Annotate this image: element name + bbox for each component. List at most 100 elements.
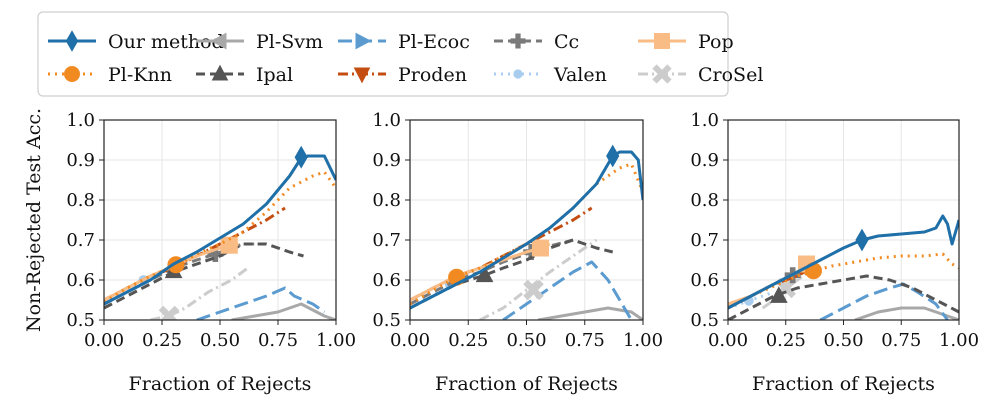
- legend-marker-proden: [353, 67, 371, 84]
- legend-label-ours: Our method: [108, 31, 224, 53]
- x-axis-label: Fraction of Rejects: [435, 373, 618, 395]
- legend-entry-cc: Cc: [494, 31, 579, 53]
- series-group: [410, 144, 643, 320]
- x-tick-label: 0.00: [390, 330, 430, 351]
- y-tick-label: 1.0: [372, 110, 401, 131]
- series-line-plecoc: [819, 282, 949, 320]
- legend-label-plecoc: Pl-Ecoc: [398, 31, 470, 53]
- legend-label-proden: Proden: [398, 64, 467, 86]
- series-line-ours: [104, 154, 336, 306]
- series-marker-cc: [207, 246, 224, 262]
- y-tick-label: 0.7: [372, 230, 401, 251]
- y-tick-label: 0.6: [66, 270, 95, 291]
- legend-entry-ours: Our method: [48, 30, 224, 53]
- legend-marker-plsvm: [210, 32, 227, 50]
- legend-marker-pop: [654, 33, 670, 49]
- legend: Our method Pl-Knn Pl-Svm Ipal Pl-Ecoc Proden C…: [37, 11, 763, 97]
- y-tick-label: 0.5: [690, 310, 719, 331]
- panel-2: 0.00 0.25 0.50 0.75 1.00 0.5 0.6 0.7 0.8 0.9 1.0 Fr…: [372, 110, 663, 395]
- x-tick-label: 0.25: [142, 330, 182, 351]
- legend-entry-plecoc: Pl-Ecoc: [338, 31, 470, 53]
- series-line-ipal: [410, 238, 614, 310]
- series-marker-crosel-stroke-b: [523, 279, 544, 301]
- y-tick-label: 0.7: [66, 230, 95, 251]
- series-line-plecoc: [502, 260, 633, 320]
- series-line-ipal: [728, 274, 959, 320]
- y-tick-label: 0.8: [372, 190, 401, 211]
- y-tick-label: 1.0: [66, 110, 95, 131]
- y-tick-label: 0.8: [690, 190, 719, 211]
- x-tick-label: 0.75: [881, 330, 921, 351]
- y-tick-label: 0.7: [690, 230, 719, 251]
- x-tick-label: 0.50: [506, 330, 546, 351]
- y-axis-label: Non-Rejected Test Acc.: [23, 108, 45, 332]
- series-line-plknn: [728, 252, 959, 310]
- legend-marker-plecoc: [355, 32, 372, 50]
- x-tick-label: 1.00: [623, 330, 663, 351]
- x-tick-label: 0.00: [84, 330, 124, 351]
- x-tick-label: 0.75: [565, 330, 605, 351]
- panels: 0.00 0.25 0.50 0.75 1.00 0.5 0.6 0.7 0.8 0.9 1.0 Fr…: [66, 110, 979, 395]
- series-line-proden: [728, 266, 812, 310]
- x-tick-label: 0.50: [200, 330, 240, 351]
- series-marker-ours: [294, 145, 308, 169]
- y-tick-label: 0.8: [66, 190, 95, 211]
- series-line-crosel: [479, 238, 598, 320]
- legend-marker-crosel: [652, 64, 672, 84]
- legend-entry-plsvm: Pl-Svm: [196, 31, 323, 53]
- series-marker-crosel: [158, 305, 180, 320]
- series-marker-pop: [220, 236, 238, 254]
- legend-label-plsvm: Pl-Svm: [256, 31, 323, 53]
- panel-3: 0.00 0.25 0.50 0.75 1.00 0.5 0.6 0.7 0.8 0.9 1.0 Fr…: [690, 110, 979, 395]
- legend-label-ipal: Ipal: [256, 64, 293, 86]
- series-marker-ipal: [769, 286, 788, 303]
- y-tick-label: 0.6: [372, 270, 401, 291]
- x-tick-label: 0.25: [448, 330, 488, 351]
- legend-marker-ipal: [211, 64, 229, 81]
- legend-entry-valen: Valen: [494, 64, 607, 86]
- series-marker-crosel-stroke-b: [160, 305, 180, 320]
- legend-label-plknn: Pl-Knn: [108, 64, 172, 86]
- series-line-plsvm: [854, 306, 959, 320]
- x-tick-label: 0.00: [708, 330, 748, 351]
- legend-entry-pop: Pop: [638, 31, 734, 53]
- legend-entry-proden: Proden: [338, 64, 467, 86]
- legend-marker-crosel-stroke-b: [652, 64, 672, 84]
- x-tick-label: 1.00: [316, 330, 356, 351]
- series-marker-crosel: [523, 279, 544, 301]
- series-line-ours: [410, 150, 643, 310]
- series-group: [104, 145, 336, 320]
- series-line-plecoc: [196, 286, 326, 320]
- legend-marker-ours: [65, 30, 79, 52]
- y-tick-label: 0.6: [690, 270, 719, 291]
- y-tick-label: 0.9: [372, 150, 401, 171]
- legend-marker-plknn: [64, 66, 80, 82]
- series-line-ours: [728, 214, 959, 310]
- series-marker-pop: [531, 239, 549, 257]
- y-tick-label: 0.9: [690, 150, 719, 171]
- legend-marker-cc: [510, 33, 526, 49]
- panel-1: 0.00 0.25 0.50 0.75 1.00 0.5 0.6 0.7 0.8 0.9 1.0 Fr…: [66, 110, 356, 395]
- y-tick-label: 1.0: [690, 110, 719, 131]
- legend-entry-plknn: Pl-Knn: [48, 64, 172, 86]
- series-line-plsvm: [231, 302, 336, 320]
- y-tick-label: 0.5: [66, 310, 95, 331]
- series-marker-ipal: [475, 265, 494, 283]
- y-tick-label: 0.9: [66, 150, 95, 171]
- legend-entry-crosel: CroSel: [638, 64, 763, 86]
- x-tick-label: 0.50: [823, 330, 863, 351]
- y-tick-label: 0.5: [372, 310, 401, 331]
- legend-label-valen: Valen: [553, 64, 607, 86]
- legend-label-cc: Cc: [554, 31, 579, 53]
- x-tick-label: 0.75: [258, 330, 298, 351]
- legend-label-pop: Pop: [698, 31, 734, 53]
- x-axis-label: Fraction of Rejects: [129, 373, 312, 395]
- series-line-ipal: [104, 242, 304, 310]
- legend-label-crosel: CroSel: [698, 64, 763, 86]
- x-tick-label: 0.25: [766, 330, 806, 351]
- series-line-plsvm: [537, 306, 643, 320]
- x-tick-label: 1.00: [939, 330, 979, 351]
- series-group: [728, 214, 959, 320]
- series-marker-ours: [606, 144, 620, 168]
